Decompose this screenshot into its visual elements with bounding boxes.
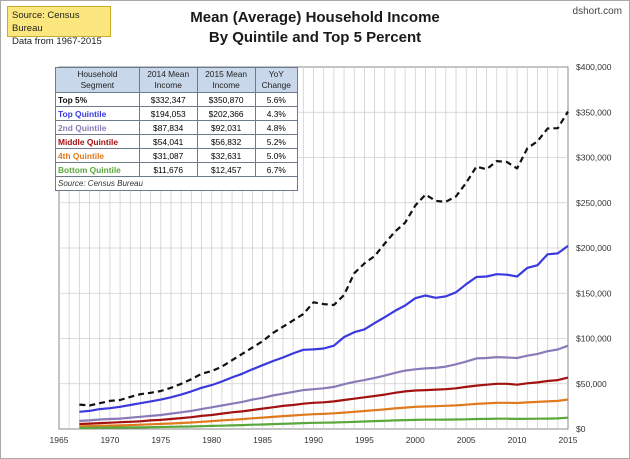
y-tick-label: $200,000	[576, 243, 612, 253]
y-tick-label: $400,000	[576, 62, 612, 72]
y-tick-label: $150,000	[576, 288, 612, 298]
table-source-note: Source: Census Bureau	[55, 176, 298, 191]
cell-y2015: $12,457	[196, 162, 256, 177]
x-axis-ticks: 1965 1970 1975 1980 1985 1990 1995 2000 2005 2010…	[50, 435, 578, 445]
table-row: 4th Quintile $31,087 $32,631 5.0%	[55, 148, 299, 163]
table-header-row: Household Segment 2014 Mean Income 2015 Me…	[55, 67, 299, 93]
y-axis-ticks: $0 $50,000 $100,000 $150,000 $200,000 $250,00…	[576, 62, 612, 434]
series-line-5	[79, 416, 569, 429]
y-tick-label: $350,000	[576, 107, 612, 117]
header-2014: 2014 Mean Income	[138, 67, 198, 93]
cell-y2014: $11,676	[138, 162, 198, 177]
cell-y2014: $31,087	[138, 148, 198, 163]
series-group	[79, 110, 569, 429]
cell-yoy: 4.8%	[254, 120, 299, 135]
x-tick-label: 2000	[406, 435, 425, 445]
x-tick-label: 1990	[304, 435, 323, 445]
table-row: Middle Quintile $54,041 $56,832 5.2%	[55, 134, 299, 149]
y-tick-label: $50,000	[576, 379, 607, 389]
cell-yoy: 6.7%	[254, 162, 299, 177]
cell-y2015: $56,832	[196, 134, 256, 149]
cell-yoy: 4.3%	[254, 106, 299, 121]
x-tick-label: 1970	[100, 435, 119, 445]
header-2015: 2015 Mean Income	[196, 67, 256, 93]
cell-segment: Middle Quintile	[55, 134, 140, 149]
y-tick-label: $300,000	[576, 153, 612, 163]
cell-segment: Bottom Quintile	[55, 162, 140, 177]
header-yoy: YoY Change	[254, 67, 299, 93]
x-tick-label: 1980	[202, 435, 221, 445]
cell-yoy: 5.2%	[254, 134, 299, 149]
chart-title: Mean (Average) Household Income	[190, 9, 440, 26]
cell-segment: Top 5%	[55, 92, 140, 107]
x-tick-label: 1975	[151, 435, 170, 445]
table-row: 2nd Quintile $87,834 $92,031 4.8%	[55, 120, 299, 135]
y-tick-label: $100,000	[576, 334, 612, 344]
x-tick-label: 2010	[508, 435, 527, 445]
cell-y2014: $54,041	[138, 134, 198, 149]
source-line-2: Data from 1967-2015	[12, 36, 102, 47]
table-row: Top Quintile $194,053 $202,366 4.3%	[55, 106, 299, 121]
cell-y2014: $332,347	[138, 92, 198, 107]
cell-segment: 2nd Quintile	[55, 120, 140, 135]
x-tick-label: 1965	[50, 435, 69, 445]
cell-yoy: 5.0%	[254, 148, 299, 163]
cell-y2015: $32,631	[196, 148, 256, 163]
cell-segment: 4th Quintile	[55, 148, 140, 163]
series-line-4	[79, 398, 569, 428]
cell-y2014: $87,834	[138, 120, 198, 135]
series-line-3	[79, 376, 569, 426]
chart-subtitle: By Quintile and Top 5 Percent	[208, 29, 422, 46]
series-line-2	[79, 344, 569, 422]
cell-y2015: $202,366	[196, 106, 256, 121]
table-source-row: Source: Census Bureau	[55, 176, 298, 191]
header-segment: Household Segment	[55, 67, 140, 93]
source-box: Source: Census Bureau Data from 1967-201…	[7, 6, 111, 47]
y-tick-label: $0	[576, 424, 586, 434]
cell-yoy: 5.6%	[254, 92, 299, 107]
x-tick-label: 2005	[457, 435, 476, 445]
cell-segment: Top Quintile	[55, 106, 140, 121]
x-tick-label: 1995	[355, 435, 374, 445]
series-line-1	[79, 245, 569, 413]
series-line-0	[79, 110, 569, 407]
source-line-1: Source: Census Bureau	[12, 10, 80, 34]
cell-y2014: $194,053	[138, 106, 198, 121]
cell-y2015: $350,870	[196, 92, 256, 107]
summary-table: Household Segment 2014 Mean Income 2015 Me…	[55, 67, 299, 191]
y-tick-label: $250,000	[576, 198, 612, 208]
table-row: Bottom Quintile $11,676 $12,457 6.7%	[55, 162, 299, 177]
x-tick-label: 1985	[253, 435, 272, 445]
x-tick-label: 2015	[559, 435, 578, 445]
cell-y2015: $92,031	[196, 120, 256, 135]
brand-label: dshort.com	[572, 6, 622, 17]
table-row: Top 5% $332,347 $350,870 5.6%	[55, 92, 299, 107]
